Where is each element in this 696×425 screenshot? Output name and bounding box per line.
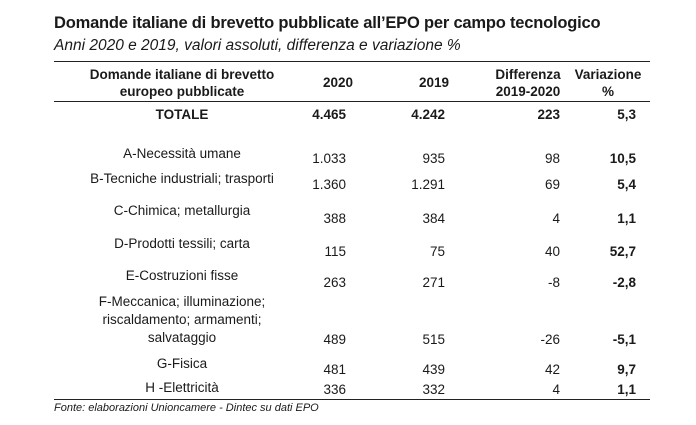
row-g-2019: 439: [422, 362, 445, 377]
row-label-c: C-Chimica; metallurgia: [113, 203, 251, 218]
row-h-diff: 4: [552, 382, 560, 397]
header-2020: 2020: [322, 75, 354, 90]
row-label-a: A-Necessità umane: [123, 146, 241, 161]
row-e-diff: -8: [547, 275, 560, 290]
row-f-2020: 489: [323, 332, 346, 347]
row-d-diff: 40: [544, 244, 560, 259]
row-h-2019: 332: [422, 382, 445, 397]
header-diff-line2: 2019-2020: [495, 84, 561, 99]
row-g-var: 9,7: [617, 362, 636, 377]
row-a-diff: 98: [544, 151, 560, 166]
row-f-diff: -26: [540, 332, 560, 347]
row-b-2020: 1.360: [312, 177, 346, 192]
row-d-var: 52,7: [609, 244, 636, 259]
row-label-f-line1: F-Meccanica; illuminazione;: [98, 294, 266, 309]
row-f-2019: 515: [422, 332, 445, 347]
header-label-line1: Domande italiane di brevetto: [89, 67, 275, 82]
row-d-2019: 75: [429, 244, 445, 259]
row-h-var: 1,1: [617, 382, 636, 397]
total-var: 5,3: [617, 107, 636, 122]
row-b-var: 5,4: [617, 177, 636, 192]
row-label-f-line3: salvataggio: [147, 330, 217, 345]
row-h-2020: 336: [323, 382, 346, 397]
row-a-2019: 935: [422, 151, 445, 166]
row-g-2020: 481: [323, 362, 346, 377]
table-bottom-rule: [54, 399, 650, 400]
row-e-2019: 271: [422, 275, 445, 290]
header-diff-line1: Differenza: [495, 67, 561, 82]
header-2019: 2019: [418, 75, 450, 90]
source-note: Fonte: elaborazioni Unioncamere - Dintec…: [54, 402, 319, 414]
row-b-diff: 69: [544, 177, 560, 192]
row-label-d: D-Prodotti tessili; carta: [114, 236, 250, 251]
row-label-g: G-Fisica: [156, 356, 208, 371]
row-a-2020: 1.033: [312, 151, 346, 166]
header-top-rule: [54, 61, 650, 62]
row-label-f-line2: riscaldamento; armamenti;: [102, 312, 262, 327]
total-label: TOTALE: [155, 107, 209, 122]
row-c-2020: 388: [323, 211, 346, 226]
row-b-2019: 1.291: [411, 177, 445, 192]
total-2020: 4.465: [312, 107, 346, 122]
header-var-line1: Variazione: [574, 67, 642, 82]
row-d-2020: 115: [324, 244, 346, 259]
row-g-diff: 42: [544, 362, 560, 377]
header-bottom-rule: [54, 101, 650, 102]
total-diff: 223: [537, 107, 560, 122]
row-c-var: 1,1: [617, 211, 636, 226]
row-f-var: -5,1: [612, 332, 636, 347]
row-label-b: B-Tecniche industriali; trasporti: [90, 171, 274, 186]
row-label-h: H -Elettricità: [145, 380, 219, 395]
header-label-line2: europeo pubblicate: [119, 84, 245, 99]
row-c-2019: 384: [422, 211, 445, 226]
table-title: Domande italiane di brevetto pubblicate …: [54, 14, 601, 32]
row-c-diff: 4: [552, 211, 560, 226]
total-2019: 4.242: [411, 107, 445, 122]
row-e-2020: 263: [323, 275, 346, 290]
row-e-var: -2,8: [612, 275, 636, 290]
row-a-var: 10,5: [609, 151, 636, 166]
table-subtitle: Anni 2020 e 2019, valori assoluti, diffe…: [54, 37, 461, 54]
row-label-e: E-Costruzioni fisse: [125, 268, 239, 283]
header-var-line2: %: [601, 84, 614, 99]
